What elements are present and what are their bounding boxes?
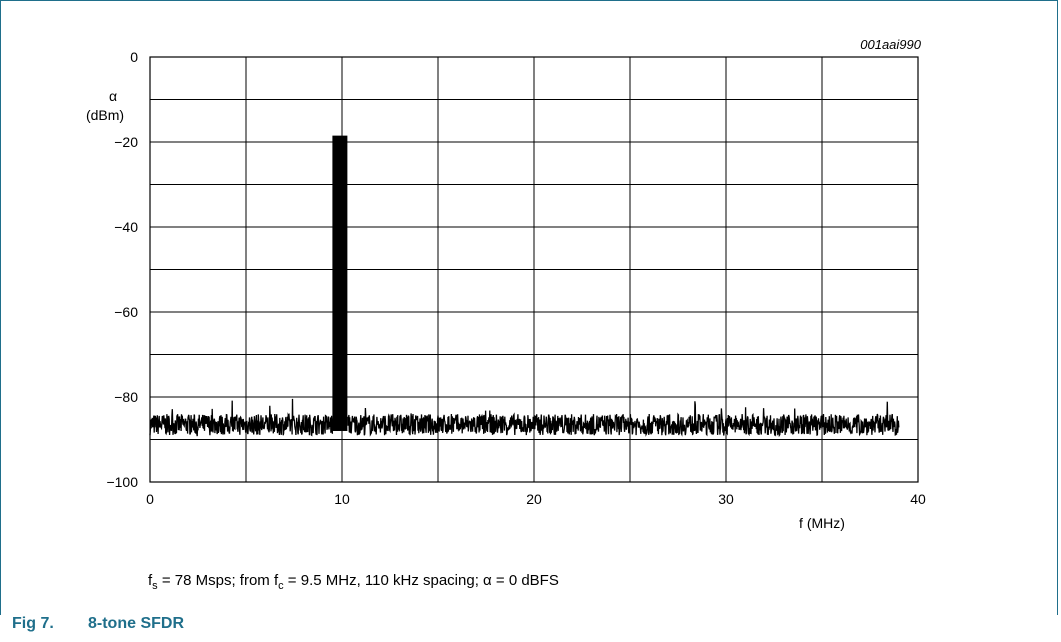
- y-axis-symbol: α: [109, 88, 117, 104]
- tick-labels: 0 10 20 30 40 0 −20 −40 −60 −80 −100: [106, 49, 926, 507]
- y-axis-unit: (dBm): [86, 107, 124, 123]
- x-tick-label: 30: [718, 491, 734, 507]
- noise-floor-right: [347, 401, 900, 438]
- figure-code: 001aai990: [860, 37, 921, 52]
- plot-border: [149, 56, 919, 483]
- figure-note: fs = 78 Msps; from fc = 9.5 MHz, 110 kHz…: [148, 572, 559, 592]
- chart-grid: [149, 56, 919, 483]
- spectrum-trace: [149, 135, 900, 438]
- fs-text: = 78 Msps; from: [157, 572, 274, 589]
- fs-symbol: f: [148, 572, 153, 589]
- x-tick-label: 40: [910, 491, 926, 507]
- figure-caption: Fig 7. 8-tone SFDR: [12, 615, 184, 633]
- fs-sub: s: [152, 580, 158, 592]
- x-tick-label: 20: [526, 491, 542, 507]
- y-tick-label: −80: [114, 389, 138, 405]
- fc-sub: c: [278, 580, 284, 592]
- fc-text: = 9.5 MHz, 110 kHz spacing;: [283, 572, 484, 589]
- sfdr-chart: 001aai990 0 10 20 30 40 0 −20 −40 −60 −80 −100 α (…: [86, 37, 926, 531]
- figure-title: 8-tone SFDR: [88, 615, 184, 632]
- tone-peak: [332, 135, 348, 431]
- y-tick-label: −20: [114, 134, 138, 150]
- y-tick-label: −100: [106, 474, 138, 490]
- y-tick-label: 0: [130, 49, 138, 65]
- figure-frame: [0, 0, 1058, 615]
- noise-floor-left: [149, 398, 334, 437]
- x-tick-label: 0: [146, 491, 154, 507]
- x-tick-label: 10: [334, 491, 350, 507]
- x-axis-label: f (MHz): [799, 515, 845, 531]
- figure-number: Fig 7.: [12, 615, 54, 632]
- y-tick-label: −60: [114, 304, 138, 320]
- alpha-text: = 0 dBFS: [491, 572, 559, 589]
- alpha-symbol: α: [483, 572, 492, 589]
- fc-symbol: f: [273, 572, 279, 589]
- y-tick-label: −40: [114, 219, 138, 235]
